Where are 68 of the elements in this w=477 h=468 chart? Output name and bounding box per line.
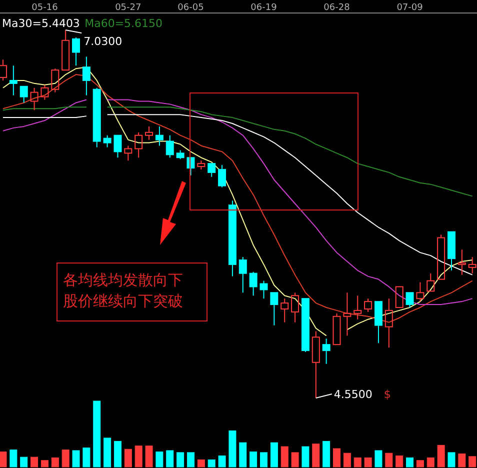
annotation: $ — [384, 388, 391, 401]
bar — [166, 450, 174, 468]
candlestick — [384, 298, 393, 348]
bar — [208, 459, 216, 468]
bar — [260, 452, 268, 468]
bar — [343, 452, 351, 468]
bar — [396, 456, 404, 468]
bar — [437, 444, 445, 468]
bar — [333, 448, 341, 468]
bar — [186, 452, 194, 468]
x-tick-label: 06-28 — [324, 3, 350, 13]
candlestick — [9, 65, 18, 96]
candlestick — [82, 56, 90, 96]
candlestick — [458, 249, 466, 276]
bar — [270, 442, 278, 468]
bar — [124, 448, 132, 468]
bar — [82, 448, 90, 468]
bar — [218, 456, 226, 468]
bar — [458, 454, 466, 468]
bar — [114, 441, 122, 468]
candlestick — [343, 292, 352, 336]
bar — [40, 460, 48, 468]
annotation: 各均线均发散向下 — [63, 271, 183, 289]
bar — [406, 458, 414, 468]
annotation: 股价继续向下突破 — [63, 292, 183, 310]
bar — [364, 458, 372, 468]
bar — [72, 450, 80, 468]
bar — [426, 458, 434, 468]
candlestick — [322, 338, 330, 364]
bar — [0, 452, 7, 468]
bar — [385, 452, 393, 468]
bar — [62, 450, 70, 468]
bar — [156, 452, 164, 468]
bar — [291, 452, 299, 468]
bar — [312, 444, 320, 468]
x-tick-label: 05-16 — [32, 3, 58, 13]
bar — [354, 458, 362, 468]
bar — [228, 430, 236, 468]
x-tick-label: 05-27 — [115, 3, 142, 13]
bar — [448, 452, 456, 468]
bar — [280, 446, 288, 468]
bar — [93, 400, 101, 468]
bar — [374, 450, 382, 468]
annotation: 4.5500 — [334, 388, 372, 401]
x-tick-label: 06-19 — [250, 3, 278, 13]
candlestick — [354, 295, 362, 320]
text: Ma60=5.6150 — [84, 17, 163, 30]
bar — [239, 442, 247, 468]
bar — [416, 460, 424, 468]
bar — [197, 459, 205, 468]
bar — [30, 456, 38, 468]
bar — [104, 438, 112, 468]
candlestick — [468, 256, 476, 274]
x-tick-label: 06-05 — [178, 3, 204, 13]
bar — [302, 446, 310, 468]
candlestick — [312, 330, 320, 398]
bar — [468, 456, 476, 468]
bar — [10, 450, 18, 468]
bar — [250, 452, 258, 468]
bar — [134, 446, 142, 468]
text: Ma30=5.4403 — [2, 17, 80, 30]
bar — [176, 452, 184, 468]
bar — [20, 456, 28, 468]
bar — [322, 441, 330, 468]
bar — [145, 446, 153, 468]
annotation: 7.0300 — [84, 35, 122, 48]
bar — [51, 458, 59, 468]
x-tick-label: 07-09 — [396, 3, 424, 13]
